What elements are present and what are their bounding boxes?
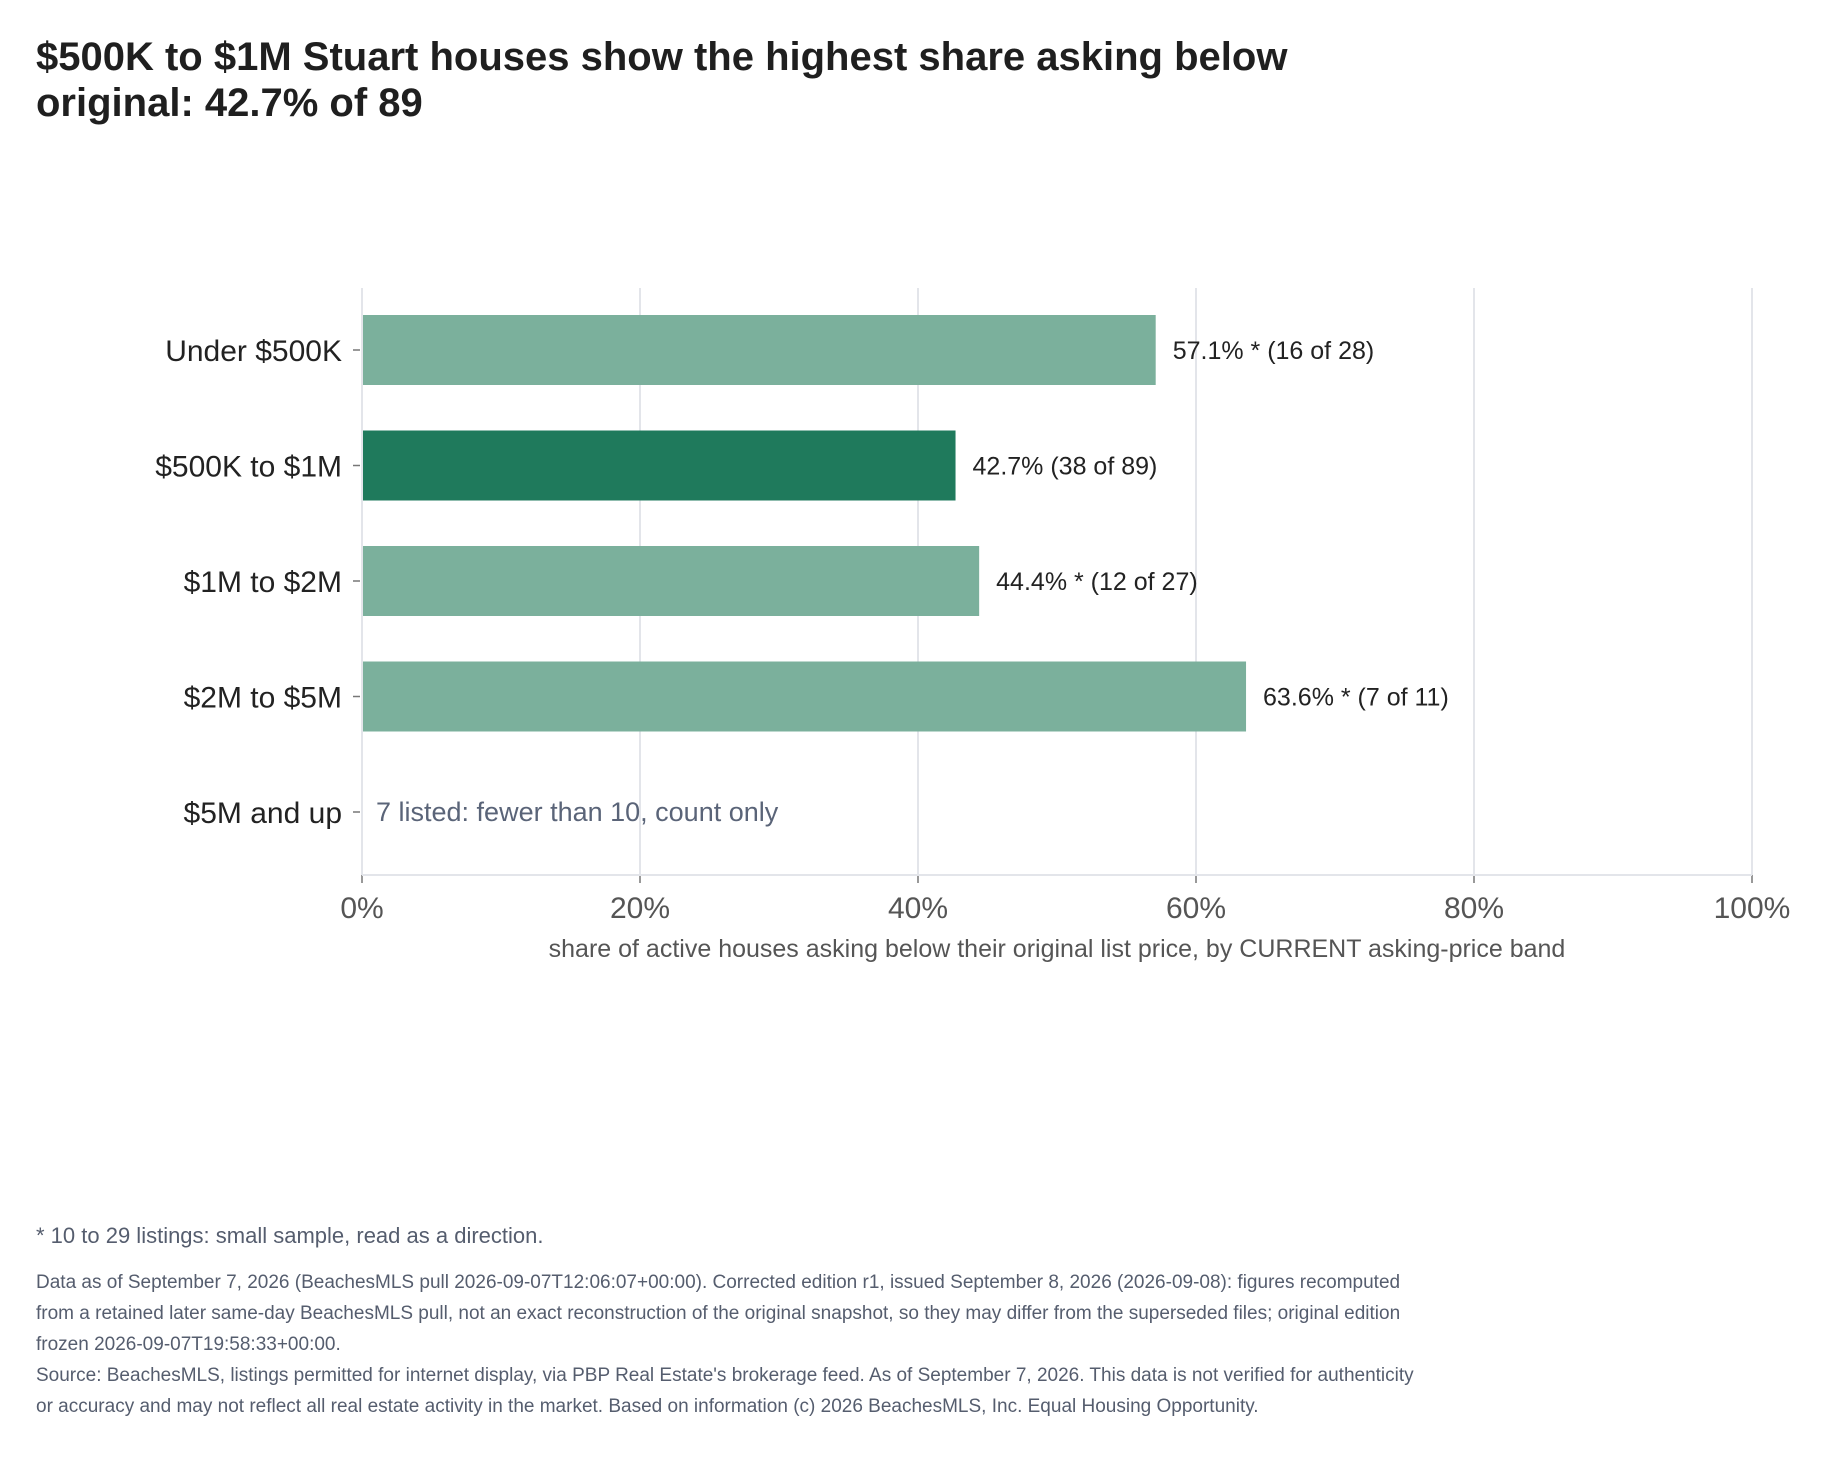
x-tick-label: 20% [610,892,670,925]
small-sample-footnote: * 10 to 29 listings: small sample, read … [36,1223,544,1248]
y-category-label: $1M to $2M [184,566,342,599]
bar [362,430,956,501]
data-note: Data as of September 7, 2026 (BeachesMLS… [36,1272,1401,1355]
bars: 57.1% * (16 of 28) 42.7% (38 of 89) 44.4% … [362,315,1449,827]
x-tick-label: 80% [1444,892,1504,925]
x-axis-label: share of active houses asking below thei… [549,935,1566,963]
x-tick-label: 0% [340,892,383,925]
source-notes: Data as of September 7, 2026 (BeachesMLS… [36,1267,1416,1422]
y-category-label: Under $500K [165,335,342,368]
bar-value-label: 42.7% (38 of 89) [973,453,1158,481]
no-bar-note: 7 listed: fewer than 10, count only [376,797,779,827]
bar-value-label: 57.1% * (16 of 28) [1173,337,1375,365]
bar-value-label: 63.6% * (7 of 11) [1263,684,1449,712]
bar [362,661,1247,732]
source-note: Source: BeachesMLS, listings permitted f… [36,1365,1414,1417]
y-category-label: $5M and up [184,797,342,830]
bar-chart: 57.1% * (16 of 28) 42.7% (38 of 89) 44.4% … [155,288,1790,963]
bar [362,546,980,616]
x-tick-label: 60% [1166,892,1226,925]
bar [362,315,1156,385]
chart-title: $500K to $1M Stuart houses show the high… [36,35,1288,125]
y-category-label: $500K to $1M [155,451,342,484]
x-tick-label: 100% [1714,892,1791,925]
bar-value-label: 44.4% * (12 of 27) [996,568,1198,596]
axes: 0% 20% 40% 60% 80% 100% Under $500K $500K to $1… [155,288,1790,925]
y-category-label: $2M to $5M [184,682,342,715]
x-tick-label: 40% [888,892,948,925]
